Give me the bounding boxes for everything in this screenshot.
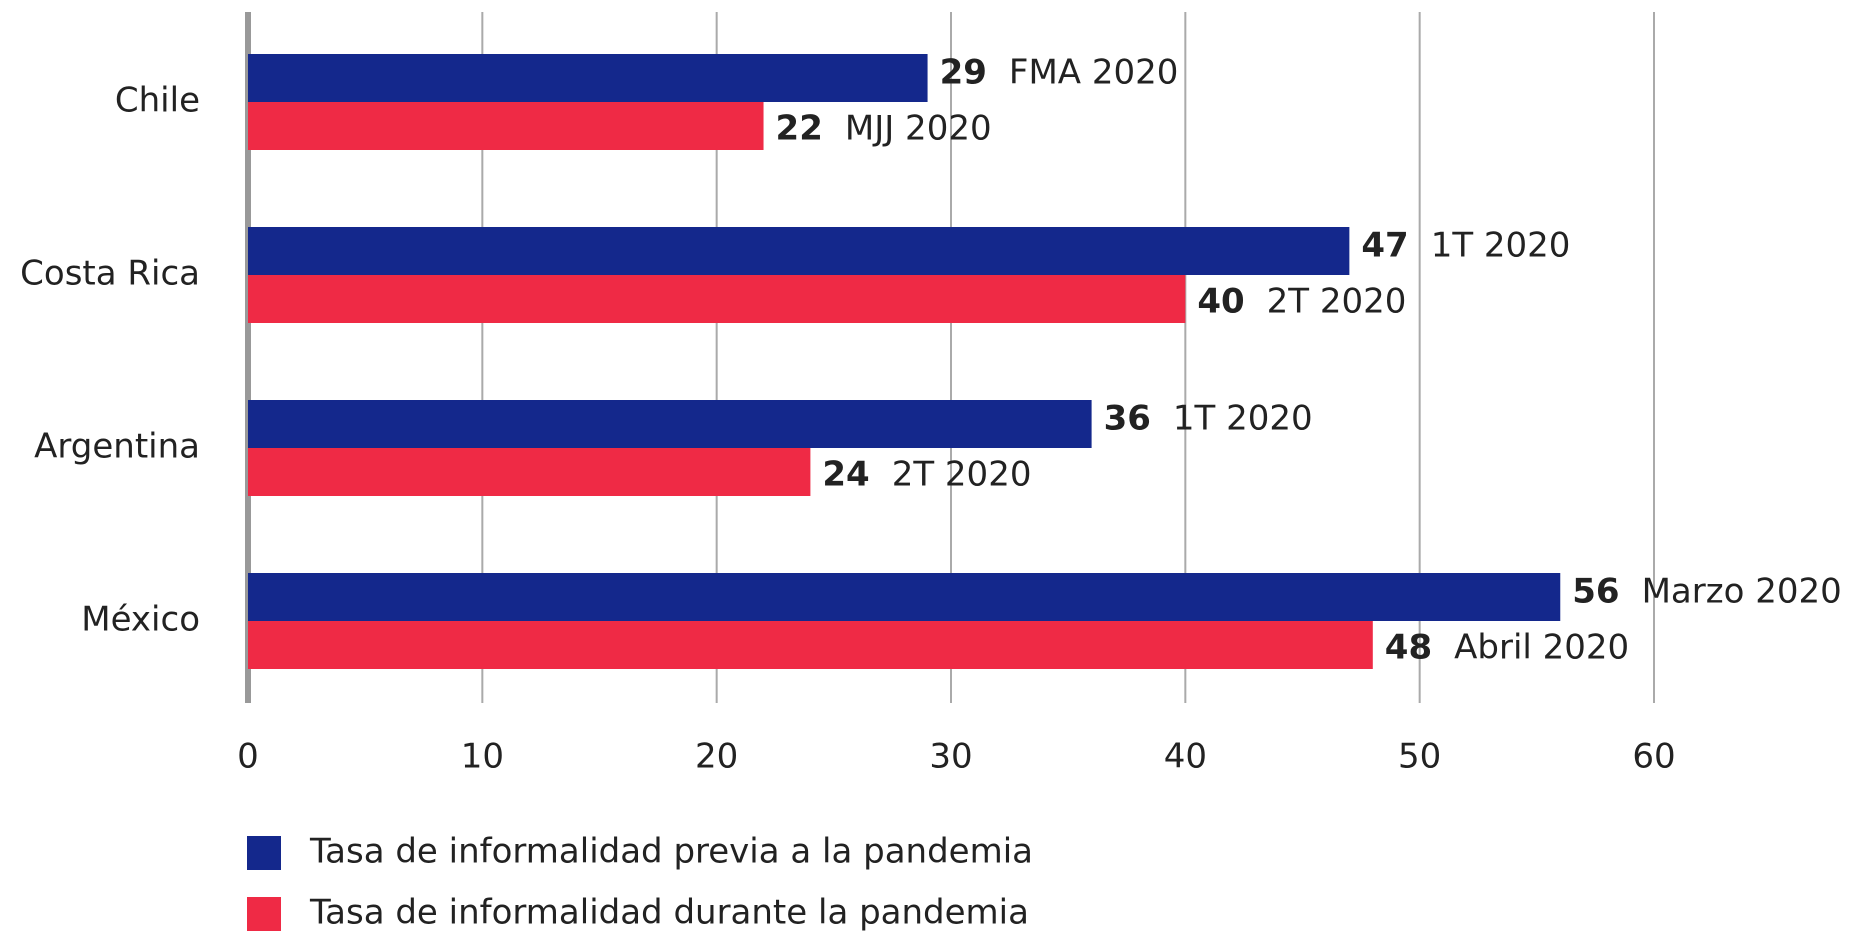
x-tick-label: 30 — [929, 737, 972, 777]
bar — [248, 448, 811, 496]
period-label: 2T 2020 — [1267, 282, 1407, 322]
period-label: Abril 2020 — [1454, 628, 1629, 668]
value-label: 36 — [1104, 399, 1151, 439]
x-tick-label: 0 — [237, 737, 259, 777]
value-label: 47 — [1361, 226, 1408, 266]
period-label: 2T 2020 — [892, 455, 1032, 495]
x-tick-label: 10 — [461, 737, 504, 777]
legend-swatch — [247, 897, 281, 931]
legend-label: Tasa de informalidad durante la pandemia — [309, 893, 1029, 933]
bar — [248, 275, 1186, 323]
value-label: 48 — [1385, 628, 1432, 668]
bar — [248, 573, 1561, 621]
period-label: FMA 2020 — [1009, 53, 1179, 93]
category-label: Argentina — [34, 427, 200, 467]
category-label: México — [81, 600, 200, 640]
value-label: 29 — [940, 53, 987, 93]
bar — [248, 400, 1092, 448]
legend-swatch — [247, 836, 281, 870]
period-label: 1T 2020 — [1431, 226, 1571, 266]
value-label: 56 — [1572, 572, 1619, 612]
x-tick-label: 50 — [1398, 737, 1441, 777]
value-label: 24 — [822, 455, 869, 495]
category-label: Costa Rica — [20, 254, 200, 294]
bar — [248, 621, 1373, 669]
bar — [248, 227, 1350, 275]
x-tick-label: 60 — [1632, 737, 1675, 777]
category-label: Chile — [115, 81, 200, 121]
bar — [248, 102, 764, 150]
period-label: 1T 2020 — [1173, 399, 1313, 439]
x-tick-label: 20 — [695, 737, 738, 777]
x-tick-label: 40 — [1164, 737, 1207, 777]
bar — [248, 54, 928, 102]
legend-label: Tasa de informalidad previa a la pandemi… — [309, 832, 1033, 872]
value-label: 40 — [1197, 282, 1244, 322]
value-label: 22 — [776, 109, 823, 149]
period-label: Marzo 2020 — [1642, 572, 1842, 612]
period-label: MJJ 2020 — [845, 109, 992, 149]
